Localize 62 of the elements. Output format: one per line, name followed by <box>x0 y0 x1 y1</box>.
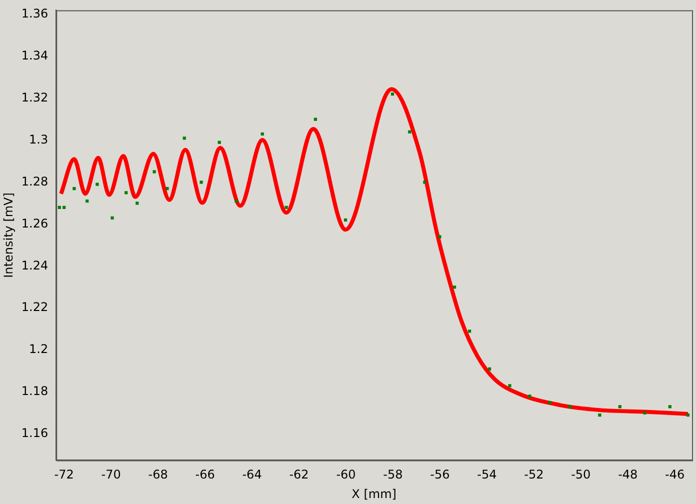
x-tick-label: -72 <box>54 468 74 482</box>
y-tick-label: 1.26 <box>21 216 48 230</box>
x-tick-label: -48 <box>618 468 638 482</box>
point <box>548 400 552 404</box>
point <box>234 200 238 203</box>
point <box>86 200 89 203</box>
point <box>166 186 169 190</box>
x-tick-label: -46 <box>665 468 685 482</box>
point <box>408 130 412 134</box>
point <box>344 218 348 222</box>
point <box>152 170 156 174</box>
point <box>314 118 318 121</box>
y-tick-label: 1.34 <box>21 48 48 62</box>
point <box>124 191 128 194</box>
point <box>260 132 264 136</box>
point <box>96 182 99 186</box>
point <box>618 405 622 408</box>
y-tick-label: 1.36 <box>21 6 48 21</box>
point <box>488 367 492 370</box>
x-tick-label: -60 <box>336 468 356 482</box>
y-tick-label: 1.24 <box>21 258 48 272</box>
y-tick-label: 1.3 <box>29 132 48 146</box>
x-tick-label: -56 <box>430 468 450 482</box>
point <box>58 206 61 209</box>
point <box>468 330 472 333</box>
y-tick-label: 1.28 <box>21 174 48 188</box>
point <box>643 411 646 415</box>
x-tick-label: -64 <box>242 468 262 482</box>
y-axis-title: Intensity [mV] <box>1 192 16 278</box>
x-tick-label: -68 <box>148 468 168 482</box>
point <box>200 180 203 184</box>
x-tick-label: -66 <box>195 468 215 482</box>
x-tick-label: -50 <box>571 468 591 482</box>
point <box>423 180 426 184</box>
x-tick-label: -70 <box>101 468 121 482</box>
x-tick-label: -62 <box>289 468 309 482</box>
point <box>686 414 690 417</box>
x-tick-label: -54 <box>477 468 497 482</box>
point <box>598 414 602 417</box>
point <box>390 92 394 96</box>
x-axis-title: X [mm] <box>352 486 396 501</box>
y-tick-label: 1.16 <box>21 426 48 440</box>
y-tick-label: 1.18 <box>21 384 48 398</box>
x-tick-label: -58 <box>383 468 403 482</box>
point <box>528 394 532 398</box>
y-tick-label: 1.22 <box>21 300 48 314</box>
point <box>62 206 66 209</box>
point <box>452 286 456 289</box>
point <box>668 405 672 408</box>
y-tick-label: 1.32 <box>21 90 48 104</box>
point <box>508 384 512 388</box>
point <box>284 206 288 209</box>
point <box>136 202 139 205</box>
x-tick-label: -52 <box>524 468 544 482</box>
point <box>438 235 442 238</box>
point <box>218 140 221 144</box>
point <box>568 405 572 408</box>
line-series <box>59 87 690 416</box>
y-tick-label: 1.2 <box>29 342 48 356</box>
point <box>72 186 76 190</box>
point <box>182 136 186 140</box>
point <box>110 216 114 220</box>
